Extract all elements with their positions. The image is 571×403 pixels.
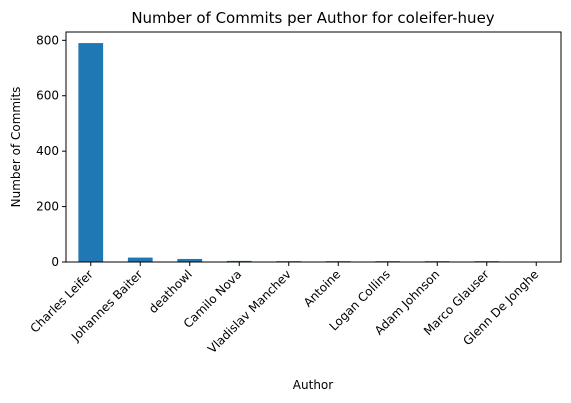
chart-title: Number of Commits per Author for coleife… [131,9,494,27]
y-axis: 0 200 400 600 800 [36,33,66,269]
x-tick-label-5: Antoine [301,267,344,310]
bars-group [78,43,549,263]
y-axis-label: Number of Commits [9,87,23,208]
x-tick-label-4: Vladislav Manchev [205,267,294,356]
y-tick-label-3: 600 [36,89,59,103]
y-tick-label-1: 200 [36,200,59,214]
y-tick-label-2: 400 [36,144,59,158]
bar-3 [226,260,252,262]
x-axis-label: Author [293,378,333,392]
bar-2 [177,258,203,262]
y-tick-label-0: 0 [51,255,59,269]
bar-0 [78,43,104,262]
plot-frame [65,31,562,263]
y-tick-label-4: 800 [36,33,59,47]
x-tick-label-2: deathowl [146,267,195,316]
bar-1 [127,257,153,262]
